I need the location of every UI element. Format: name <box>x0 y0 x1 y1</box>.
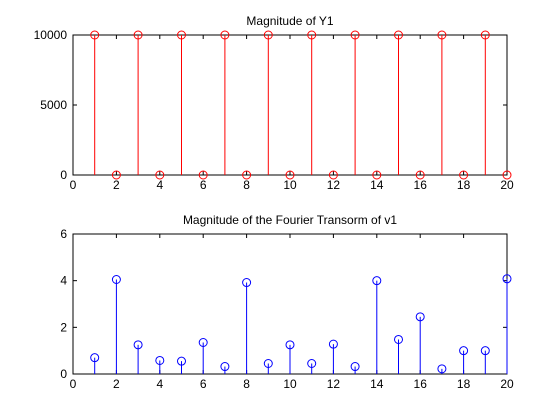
stem-marker <box>177 356 186 366</box>
y-tick-label: 2 <box>60 320 67 334</box>
chart-title: Magnitude of the Fourier Transorm of v1 <box>183 213 397 227</box>
stem-marker <box>111 275 121 284</box>
y-tick-label: 5000 <box>40 98 67 112</box>
stem-marker <box>133 30 143 40</box>
x-tick-label: 12 <box>327 178 341 192</box>
x-tick-label: 6 <box>200 377 207 391</box>
y-tick-label: 4 <box>60 274 67 288</box>
stem-marker <box>198 338 208 347</box>
stem-marker <box>307 30 317 40</box>
x-tick-label: 0 <box>70 178 77 192</box>
x-tick-label: 18 <box>457 178 471 192</box>
stem-marker <box>155 355 165 365</box>
plot-area <box>72 34 508 176</box>
x-tick-label: 2 <box>113 377 120 391</box>
stem-marker <box>220 30 230 40</box>
stem-marker <box>307 359 317 368</box>
stem-marker <box>90 30 100 40</box>
stem-marker <box>415 170 425 180</box>
stem-marker <box>502 274 512 284</box>
stem-marker <box>242 170 252 180</box>
stem-marker <box>502 170 512 180</box>
x-tick-label: 8 <box>243 178 250 192</box>
stem-marker <box>263 359 273 368</box>
stem-marker <box>459 170 469 180</box>
x-tick-label: 20 <box>500 178 514 192</box>
x-tick-label: 14 <box>370 377 384 391</box>
stem-marker <box>285 170 295 180</box>
stem-marker <box>459 346 469 356</box>
stem-marker <box>394 30 403 40</box>
x-tick-label: 10 <box>283 377 297 391</box>
stem-marker <box>133 340 143 350</box>
stem-marker <box>328 339 338 349</box>
chart-title: Magnitude of Y1 <box>246 14 334 28</box>
stem-marker <box>372 276 382 286</box>
stem-marker <box>242 278 252 288</box>
x-tick-label: 10 <box>283 178 297 192</box>
x-tick-label: 16 <box>414 178 428 192</box>
stem-marker <box>177 30 186 40</box>
x-tick-label: 2 <box>113 178 120 192</box>
stem-marker <box>285 340 295 350</box>
x-tick-label: 4 <box>156 377 163 391</box>
stem-marker <box>394 334 403 344</box>
stem-marker <box>198 170 208 180</box>
top-axes: Magnitude of Y1 0 2 4 6 8 10 12 14 16 18 20 0 5000 10… <box>34 14 514 192</box>
stem-marker <box>155 170 165 180</box>
x-tick-label: 12 <box>327 377 341 391</box>
stem-marker <box>372 170 382 180</box>
x-tick-label: 4 <box>156 178 163 192</box>
x-tick-label: 0 <box>70 377 77 391</box>
stem-marker <box>328 170 338 180</box>
stem-marker <box>220 362 230 372</box>
stem-marker <box>480 346 490 356</box>
stem-marker <box>263 30 273 40</box>
x-tick-label: 8 <box>243 377 250 391</box>
x-tick-label: 16 <box>414 377 428 391</box>
x-tick-label: 6 <box>200 178 207 192</box>
stem-marker <box>437 364 447 374</box>
stem-marker <box>90 353 100 363</box>
stem-marker <box>111 170 121 180</box>
y-tick-label: 6 <box>60 227 67 241</box>
stem-marker <box>350 362 360 372</box>
x-tick-label: 14 <box>370 178 384 192</box>
x-tick-label: 18 <box>457 377 471 391</box>
y-tick-label: 10000 <box>34 28 68 42</box>
bottom-axes: Magnitude of the Fourier Transorm of v1 … <box>60 213 514 391</box>
stem-marker <box>415 312 425 322</box>
stem-marker <box>350 30 360 40</box>
x-tick-label: 20 <box>500 377 514 391</box>
stem-marker <box>480 30 490 40</box>
stem-marker <box>437 30 447 40</box>
y-tick-label: 0 <box>60 367 67 381</box>
y-tick-label: 0 <box>60 168 67 182</box>
